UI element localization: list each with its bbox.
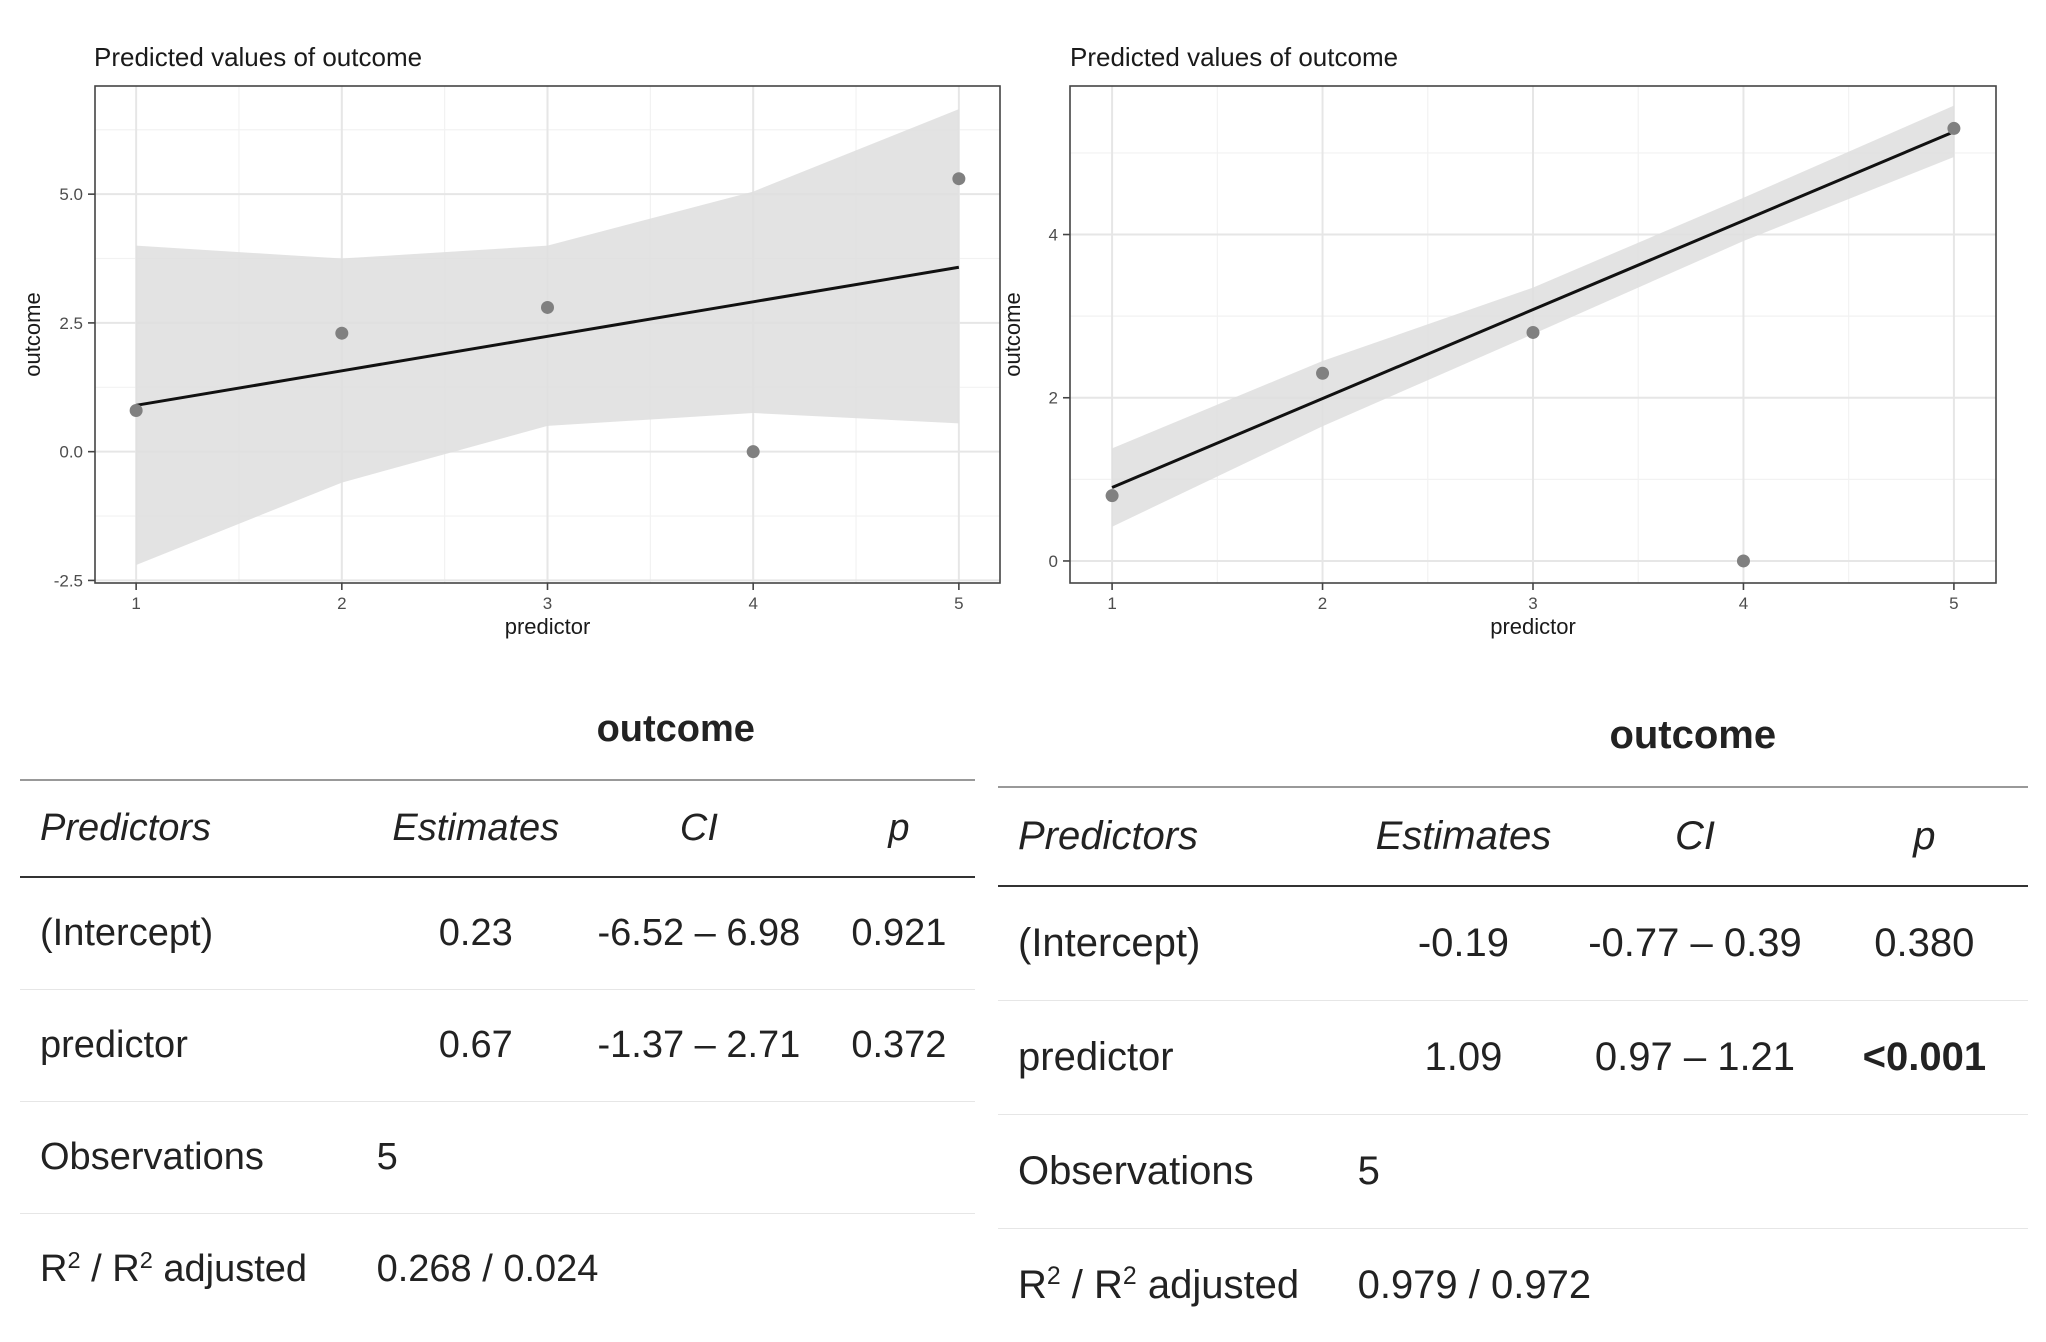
regression-table-right: outcome Predictors Estimates CI p (Inter…	[998, 695, 2028, 1342]
data-point	[1737, 554, 1750, 567]
y-tick-label: 4	[1049, 226, 1058, 245]
r2-label-exp: 2	[67, 1247, 80, 1273]
header-ci: CI	[1569, 787, 1820, 886]
table-dv-row: outcome	[20, 690, 975, 780]
plot-svg: 1 2 3 4 5 0 2 4 Predicted values of outcome predi…	[980, 0, 2046, 660]
row-predictor-name: predictor	[998, 1001, 1358, 1115]
table-dv-spacer	[998, 695, 1358, 787]
r2-label-exp: 2	[1047, 1263, 1061, 1290]
plot-left: 1 2 3 4 5 -2.5 0.0 2.5 5.0 Predicted values of ou…	[0, 0, 1000, 660]
x-tick-label: 2	[1318, 594, 1327, 613]
r2-label-sep: / R	[1061, 1263, 1123, 1307]
chart-title: Predicted values of outcome	[94, 42, 422, 72]
y-tick-label: 0	[1049, 552, 1058, 571]
regression-table-left: outcome Predictors Estimates CI p (Inter…	[20, 690, 975, 1325]
observations-row: Observations 5	[20, 1102, 975, 1214]
row-ci: -1.37 – 2.71	[575, 990, 823, 1102]
dependent-variable-header: outcome	[377, 690, 975, 780]
table-dv-spacer	[20, 690, 377, 780]
x-axis-label: predictor	[1490, 614, 1576, 639]
y-tick-label: 0.0	[59, 443, 83, 462]
header-ci: CI	[575, 780, 823, 877]
y-tick-label: 2	[1049, 389, 1058, 408]
r2-label: R2 / R2 adjusted	[998, 1229, 1358, 1342]
r2-label-r: R	[40, 1248, 67, 1290]
header-predictors: Predictors	[998, 787, 1358, 886]
r2-value: 0.268 / 0.024	[377, 1214, 975, 1326]
r2-label-exp2: 2	[1123, 1263, 1137, 1290]
row-ci: -6.52 – 6.98	[575, 877, 823, 990]
r2-label-r: R	[1018, 1263, 1047, 1307]
dependent-variable-header: outcome	[1358, 695, 2028, 787]
row-estimate: 1.09	[1358, 1001, 1570, 1115]
header-estimates: Estimates	[377, 780, 575, 877]
table-row: predictor 1.09 0.97 – 1.21 <0.001	[998, 1001, 2028, 1115]
row-p-value: 0.380	[1821, 886, 2028, 1001]
data-point	[952, 172, 965, 185]
y-axis-label: outcome	[20, 292, 45, 376]
observations-value: 5	[1358, 1115, 2028, 1229]
table-dv-row: outcome	[998, 695, 2028, 787]
plot-right: 1 2 3 4 5 0 2 4 Predicted values of outcome predi…	[980, 0, 1980, 660]
observations-row: Observations 5	[998, 1115, 2028, 1229]
table-row: (Intercept) 0.23 -6.52 – 6.98 0.921	[20, 877, 975, 990]
x-tick-label: 1	[131, 594, 140, 613]
header-p: p	[823, 780, 975, 877]
x-tick-label: 4	[748, 594, 757, 613]
y-tick-label: -2.5	[54, 571, 83, 590]
row-predictor-name: predictor	[20, 990, 377, 1102]
data-point	[747, 445, 760, 458]
x-tick-label: 3	[1528, 594, 1537, 613]
x-tick-label: 2	[337, 594, 346, 613]
r2-label: R2 / R2 adjusted	[20, 1214, 377, 1326]
row-p-value: 0.921	[823, 877, 975, 990]
data-point	[1527, 326, 1540, 339]
r2-label-suffix: adjusted	[153, 1248, 307, 1290]
header-predictors: Predictors	[20, 780, 377, 877]
chart-title: Predicted values of outcome	[1070, 42, 1398, 72]
y-tick-label: 2.5	[59, 314, 83, 333]
row-p-value: <0.001	[1821, 1001, 2028, 1115]
table-row: (Intercept) -0.19 -0.77 – 0.39 0.380	[998, 886, 2028, 1001]
table-row: predictor 0.67 -1.37 – 2.71 0.372	[20, 990, 975, 1102]
x-tick-label: 3	[543, 594, 552, 613]
row-estimate: -0.19	[1358, 886, 1570, 1001]
data-point	[335, 327, 348, 340]
header-estimates: Estimates	[1358, 787, 1570, 886]
x-tick-label: 5	[954, 594, 963, 613]
table-header-row: Predictors Estimates CI p	[20, 780, 975, 877]
row-ci: 0.97 – 1.21	[1569, 1001, 1820, 1115]
row-estimate: 0.23	[377, 877, 575, 990]
x-axis-label: predictor	[505, 614, 591, 639]
data-point	[1316, 367, 1329, 380]
r2-row: R2 / R2 adjusted 0.268 / 0.024	[20, 1214, 975, 1326]
observations-label: Observations	[998, 1115, 1358, 1229]
row-p-value: 0.372	[823, 990, 975, 1102]
row-predictor-name: (Intercept)	[20, 877, 377, 990]
x-tick-label: 5	[1949, 594, 1958, 613]
data-point	[130, 404, 143, 417]
row-estimate: 0.67	[377, 990, 575, 1102]
plot-svg: 1 2 3 4 5 -2.5 0.0 2.5 5.0 Predicted values of ou…	[0, 0, 1066, 660]
data-point	[1947, 122, 1960, 135]
observations-label: Observations	[20, 1102, 377, 1214]
r2-value: 0.979 / 0.972	[1358, 1229, 2028, 1342]
y-tick-label: 5.0	[59, 185, 83, 204]
observations-value: 5	[377, 1102, 975, 1214]
r2-label-exp2: 2	[140, 1247, 153, 1273]
r2-row: R2 / R2 adjusted 0.979 / 0.972	[998, 1229, 2028, 1342]
table-header-row: Predictors Estimates CI p	[998, 787, 2028, 886]
r2-label-sep: / R	[81, 1248, 140, 1290]
y-axis-label: outcome	[1000, 292, 1025, 376]
r2-label-suffix: adjusted	[1137, 1263, 1299, 1307]
header-p: p	[1821, 787, 2028, 886]
data-point	[541, 301, 554, 314]
row-predictor-name: (Intercept)	[998, 886, 1358, 1001]
row-ci: -0.77 – 0.39	[1569, 886, 1820, 1001]
x-tick-label: 4	[1739, 594, 1748, 613]
data-point	[1106, 489, 1119, 502]
x-tick-label: 1	[1107, 594, 1116, 613]
